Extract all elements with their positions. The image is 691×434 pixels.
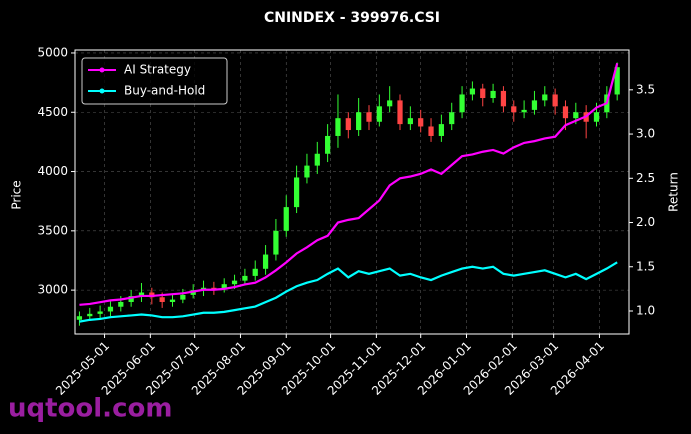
candle-body	[480, 88, 486, 99]
candle-body	[211, 287, 217, 289]
y2-tick-label: 2.5	[636, 171, 655, 185]
candle-body	[531, 100, 538, 110]
candle-body	[159, 297, 165, 302]
candle-body	[283, 207, 289, 231]
candle-body	[366, 112, 372, 122]
candle-body	[231, 280, 238, 285]
candle-body	[221, 284, 227, 289]
candle-body	[118, 301, 124, 307]
y2-tick-label: 3.5	[636, 82, 655, 96]
candle-body	[542, 94, 548, 101]
candle-body	[262, 254, 269, 269]
candle-body	[128, 296, 134, 302]
y2-axis-label: Return	[667, 172, 681, 212]
candle-body	[521, 109, 527, 113]
candle-body	[345, 118, 351, 131]
legend-label: AI Strategy	[124, 63, 191, 77]
candle-body	[573, 112, 579, 119]
candle-body	[314, 153, 320, 166]
y-axis-label: Price	[10, 180, 24, 209]
candle-body	[107, 306, 114, 312]
legend-marker	[99, 88, 105, 94]
candle-body	[407, 118, 413, 125]
candle-body	[449, 112, 455, 125]
plot-frame	[74, 49, 630, 335]
candle-body	[500, 90, 507, 107]
y2-tick-label: 1.5	[636, 259, 655, 273]
chart-title: CNINDEX - 399976.CSI	[264, 10, 440, 26]
candle-body	[273, 230, 279, 255]
candle-body	[169, 299, 176, 302]
candle-body	[356, 112, 362, 131]
candle-body	[293, 177, 300, 208]
return-line	[79, 62, 619, 306]
candle-body	[428, 126, 434, 136]
candle-body	[97, 311, 103, 314]
candle-body	[252, 268, 258, 276]
y-tick-label: 3000	[37, 283, 68, 297]
y-tick-label: 4000	[37, 164, 68, 178]
legend-box	[81, 57, 228, 105]
y2-tick-label: 2.0	[636, 215, 655, 229]
candle-body	[490, 90, 496, 99]
candle-body	[438, 124, 444, 136]
candle-body	[418, 118, 424, 127]
candle-body	[180, 294, 186, 300]
candle-body	[614, 67, 620, 95]
candle-body	[562, 106, 569, 119]
candle-body	[242, 275, 248, 281]
candle-body	[387, 100, 393, 107]
candle-body	[511, 106, 517, 113]
y2-tick-label: 3.0	[636, 127, 655, 141]
y-tick-label: 4500	[37, 105, 68, 119]
watermark: uqtool.com	[8, 394, 172, 424]
candle-body	[138, 292, 145, 297]
candle-body	[87, 313, 93, 317]
legend-label: Buy-and-Hold	[124, 84, 205, 98]
candle-body	[593, 112, 600, 122]
candle-body	[552, 94, 558, 107]
legend-marker	[99, 67, 105, 73]
candle-body	[304, 165, 310, 178]
candle-body	[76, 316, 83, 320]
candle-body	[335, 118, 341, 136]
candle-body	[325, 135, 331, 154]
y2-tick-label: 1.0	[636, 303, 655, 317]
return-line	[79, 261, 618, 323]
y-tick-label: 3500	[37, 223, 68, 237]
candle-body	[469, 88, 476, 95]
candle-body	[376, 106, 382, 122]
candle-body	[459, 94, 465, 113]
candle-body	[397, 100, 403, 125]
y-tick-label: 5000	[37, 45, 68, 59]
